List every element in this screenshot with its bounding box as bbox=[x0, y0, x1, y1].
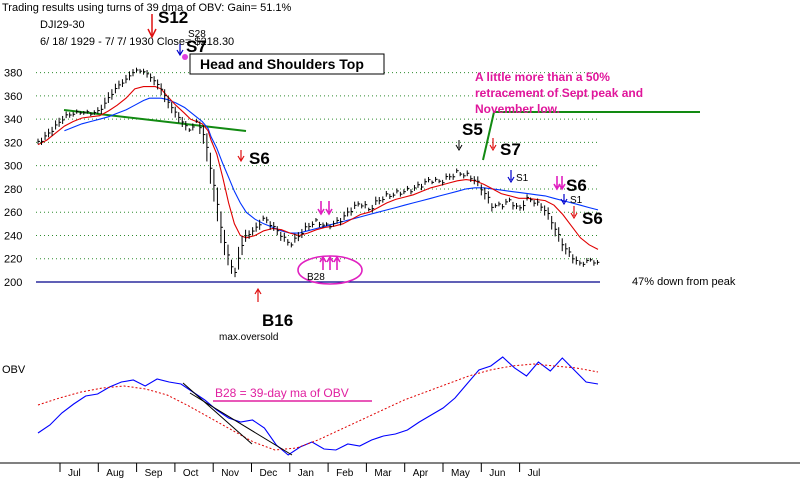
obv-line bbox=[37, 356, 599, 456]
y-tick-label: 300 bbox=[4, 161, 22, 173]
y-tick-label: 260 bbox=[4, 207, 22, 219]
obv-legend: B28 = 39-day ma of OBV bbox=[215, 386, 349, 400]
month-label: Sep bbox=[145, 468, 163, 478]
b28-up-2 bbox=[326, 255, 334, 270]
retracement-note-1: A little more than a 50% bbox=[475, 70, 610, 84]
y-tick-label: 240 bbox=[4, 230, 22, 242]
y-tick-label: 380 bbox=[4, 68, 22, 80]
retracement-note-3: November low. bbox=[475, 102, 560, 116]
month-label: Oct bbox=[183, 468, 199, 478]
month-labels: Jul Aug Sep Oct Nov Dec Jan Feb Mar Apr May Jun Jul bbox=[59, 463, 541, 478]
month-label: Jul bbox=[528, 468, 541, 478]
hs-annotation-text: Head and Shoulders Top bbox=[200, 56, 364, 72]
signal-s7-2: S7 bbox=[500, 140, 521, 159]
s1-arrow-1 bbox=[507, 170, 515, 184]
signal-s6-3: S6 bbox=[582, 209, 603, 228]
date-close-label: 6/ 18/ 1929 - 7/ 7/ 1930 Close= $218.30 bbox=[40, 36, 234, 48]
month-label: Jul bbox=[68, 468, 81, 478]
obv-series bbox=[37, 356, 599, 456]
b28-pink-down-2 bbox=[325, 201, 333, 216]
retracement-note-2: retracement of Sept peak and bbox=[475, 86, 643, 100]
max-oversold-label: max.oversold bbox=[219, 332, 278, 343]
month-label: Jun bbox=[489, 468, 505, 478]
obv-trendline-2 bbox=[189, 392, 293, 456]
y-tick-label: 320 bbox=[4, 137, 22, 149]
y-tick-label: 280 bbox=[4, 184, 22, 196]
month-label: Jan bbox=[298, 468, 314, 478]
rise-line bbox=[482, 111, 495, 161]
hs-annotation-box bbox=[189, 53, 385, 75]
signal-b16: B16 bbox=[262, 311, 293, 330]
month-label: Dec bbox=[260, 468, 278, 478]
signal-s28: S28 bbox=[188, 29, 206, 40]
signal-b28: B28 bbox=[307, 272, 325, 283]
signal-s6-1: S6 bbox=[249, 149, 270, 168]
signal-s1-2: S1 bbox=[570, 195, 583, 206]
month-label: Feb bbox=[336, 468, 354, 478]
signal-s6-2: S6 bbox=[566, 176, 587, 195]
s7-arrow-2 bbox=[489, 138, 497, 152]
obv-label: OBV bbox=[2, 364, 26, 376]
month-label: Apr bbox=[413, 468, 429, 478]
s1-arrow-2 bbox=[560, 194, 568, 206]
y-tick-label: 200 bbox=[4, 277, 22, 289]
s6-arrow-3 bbox=[570, 206, 578, 220]
price-bars bbox=[37, 67, 600, 278]
obv-trendline-1 bbox=[182, 382, 253, 445]
signal-s1-1: S1 bbox=[516, 173, 529, 184]
s7-down-arrow bbox=[176, 44, 184, 57]
signal-s5: S5 bbox=[462, 120, 483, 139]
s6-pink-2 bbox=[558, 176, 566, 191]
y-tick-label: 360 bbox=[4, 91, 22, 103]
signal-s12: S12 bbox=[158, 8, 188, 27]
ma65-series bbox=[64, 97, 599, 234]
index-label: DJI29-30 bbox=[40, 19, 85, 31]
ma65-line bbox=[64, 97, 599, 234]
chart-title: Trading results using turns of 39 dma of… bbox=[2, 2, 292, 14]
y-tick-label: 220 bbox=[4, 254, 22, 266]
month-label: Nov bbox=[221, 468, 239, 478]
b28-up-1 bbox=[319, 255, 327, 270]
s5-arrow bbox=[455, 140, 463, 151]
b16-arrow bbox=[254, 287, 262, 302]
y-axis-ticks: 200 220 240 260 280 300 320 340 360 380 bbox=[4, 68, 22, 289]
s6-pink-1 bbox=[553, 176, 561, 191]
s28-dot bbox=[182, 54, 188, 60]
month-label: Mar bbox=[374, 468, 392, 478]
b28-pink-down-1 bbox=[317, 201, 325, 216]
b28-up-3 bbox=[333, 255, 341, 270]
signals: S12 S28 S7 S6 B16 max.oversold B28 S5 S7… bbox=[147, 8, 603, 343]
month-label: May bbox=[451, 468, 470, 478]
signal-s7-top: S7 bbox=[186, 37, 207, 56]
month-label: Aug bbox=[106, 468, 124, 478]
y-tick-label: 340 bbox=[4, 114, 22, 126]
s6-arrow-1 bbox=[237, 150, 245, 163]
s12-arrowhead bbox=[147, 28, 157, 39]
down-from-peak-label: 47% down from peak bbox=[632, 276, 736, 288]
